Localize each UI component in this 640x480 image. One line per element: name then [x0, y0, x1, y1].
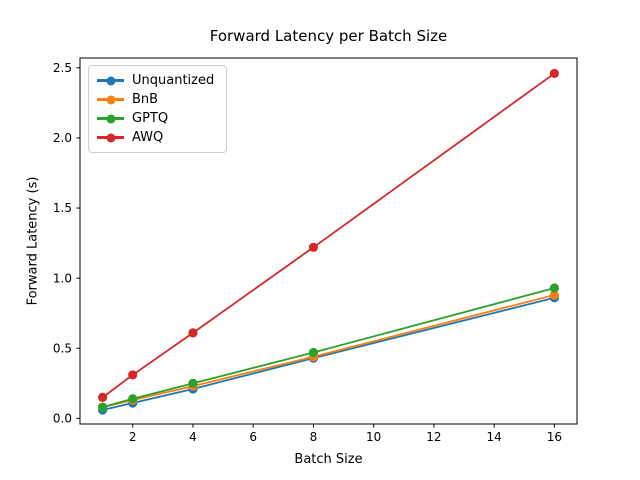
x-tick-label: 16 — [547, 430, 562, 444]
legend-item-awq: AWQ — [97, 128, 218, 147]
series-line-bnb — [101, 294, 556, 409]
legend-item-gptq: GPTQ — [97, 109, 218, 128]
legend-dot-icon — [106, 95, 115, 104]
series-marker-awq — [549, 68, 560, 79]
y-tick-label: 1.5 — [53, 201, 72, 215]
x-tick-label: 8 — [310, 430, 318, 444]
x-tick-label: 12 — [426, 430, 441, 444]
legend-dot-icon — [106, 114, 115, 123]
x-tick-label: 4 — [189, 430, 197, 444]
legend-label: BnB — [132, 92, 159, 107]
legend-line-marker-icon — [97, 95, 124, 104]
series-marker-gptq — [128, 394, 138, 404]
legend-label: Unquantized — [132, 73, 215, 88]
y-tick-label: 2.5 — [53, 61, 72, 75]
series-marker-awq — [308, 242, 319, 252]
chart-title: Forward Latency per Batch Size — [209, 27, 448, 45]
legend-item-bnb: BnB — [97, 90, 218, 109]
legend-label: GPTQ — [132, 111, 169, 126]
legend-dot-icon — [106, 133, 115, 142]
plot-spines — [79, 57, 578, 425]
legend: Unquantized BnB GPTQ AWQ — [88, 65, 227, 153]
x-axis-label: Batch Size — [294, 452, 363, 467]
x-tick-label: 6 — [249, 430, 257, 444]
legend-item-unquantized: Unquantized — [97, 71, 218, 90]
y-tick-label: 1.0 — [53, 271, 72, 285]
series-marker-gptq — [308, 347, 319, 358]
legend-line-marker-icon — [97, 133, 124, 142]
legend-dot-icon — [106, 76, 115, 85]
series-marker-bnb — [549, 290, 560, 300]
series-marker-gptq — [97, 402, 108, 412]
legend-line-marker-icon — [97, 114, 124, 123]
x-tick-label: 10 — [366, 430, 381, 444]
series-marker-awq — [188, 328, 198, 338]
y-tick-label: 2.0 — [53, 131, 72, 145]
y-tick-label: 0.5 — [53, 341, 72, 355]
series-line-unquantized — [101, 296, 556, 411]
series-marker-awq — [128, 370, 138, 380]
series-marker-gptq — [188, 378, 198, 388]
series-marker-awq — [97, 392, 108, 402]
series-marker-gptq — [549, 283, 560, 293]
legend-label: AWQ — [132, 130, 164, 145]
x-tick-label: 2 — [129, 430, 137, 444]
legend-line-marker-icon — [97, 76, 124, 85]
y-tick-label: 0.0 — [53, 412, 72, 426]
x-tick-label: 14 — [487, 430, 502, 444]
